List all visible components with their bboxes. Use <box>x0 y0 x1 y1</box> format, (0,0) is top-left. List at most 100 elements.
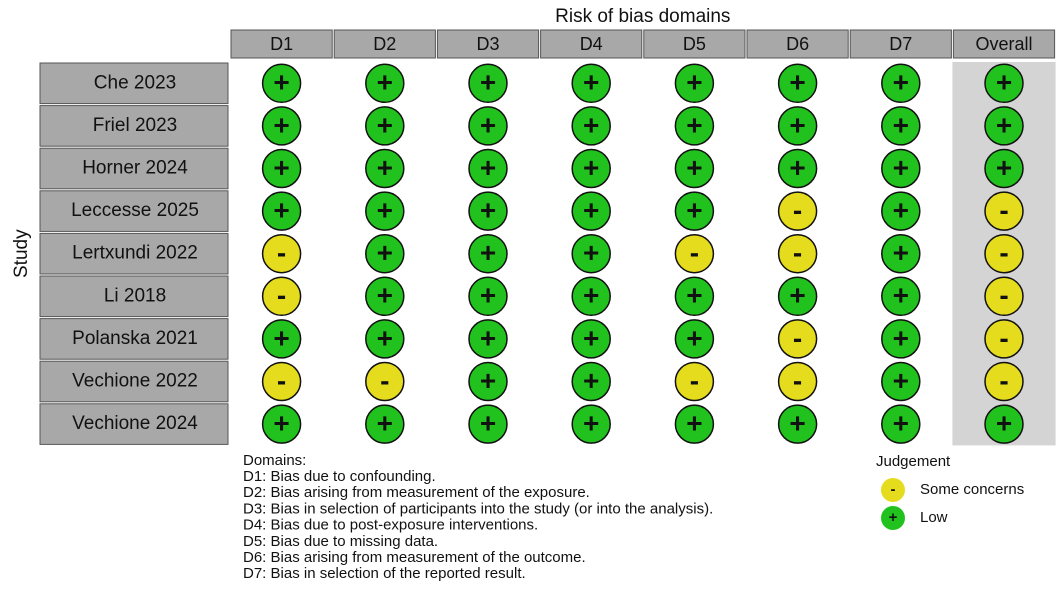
judgement-symbol: + <box>273 322 289 353</box>
column-header <box>230 29 333 59</box>
judgement-symbol: + <box>789 109 805 140</box>
study-label-box <box>39 190 229 232</box>
judgement-circle <box>777 233 818 274</box>
column-header <box>849 29 952 59</box>
judgement-symbol: + <box>893 280 909 311</box>
judgement-symbol: + <box>789 407 805 438</box>
judgement-symbol: - <box>999 322 1008 353</box>
judgement-symbol: + <box>893 365 909 396</box>
judgement-symbol: + <box>480 109 496 140</box>
study-label: Leccesse 2025 <box>71 200 199 221</box>
legend-label: Low <box>920 509 948 526</box>
judgement-symbol: + <box>480 237 496 268</box>
judgement-circle <box>468 63 508 104</box>
legend-label: Some concerns <box>920 481 1024 498</box>
judgement-symbol: + <box>996 109 1012 140</box>
judgement-symbol: - <box>999 237 1008 268</box>
judgement-circle <box>777 404 818 444</box>
study-label: Vechione 2024 <box>72 413 198 434</box>
judgement-symbol: + <box>686 152 702 183</box>
judgement-symbol: + <box>893 194 909 225</box>
judgement-circle <box>777 63 818 104</box>
column-header-label: D5 <box>683 34 706 54</box>
judgement-circle <box>468 361 508 402</box>
judgement-symbol: + <box>377 407 393 438</box>
judgement-circle <box>571 191 611 231</box>
judgement-circle <box>468 276 508 317</box>
judgement-symbol: + <box>996 152 1012 183</box>
judgement-circle <box>674 361 715 402</box>
judgement-circle <box>881 63 921 104</box>
judgement-circle <box>468 191 508 231</box>
judgement-symbol: + <box>893 237 909 268</box>
judgement-circle <box>674 191 715 231</box>
judgement-circle <box>571 361 611 402</box>
judgement-circle <box>571 276 611 317</box>
judgement-circle <box>468 233 508 274</box>
judgement-circle <box>984 63 1024 104</box>
column-header <box>333 29 436 59</box>
judgement-symbol: + <box>893 322 909 353</box>
judgement-symbol: + <box>377 322 393 353</box>
judgement-circle <box>468 404 508 444</box>
judgement-symbol: + <box>377 152 393 183</box>
judgement-circle <box>365 191 405 231</box>
judgement-symbol: + <box>789 67 805 98</box>
judgement-symbol: + <box>480 67 496 98</box>
judgement-symbol: + <box>480 194 496 225</box>
domain-description: D3: Bias in selection of participants in… <box>243 500 713 517</box>
judgement-circle <box>984 106 1024 146</box>
judgement-symbol: + <box>480 407 496 438</box>
judgement-symbol: + <box>583 67 599 98</box>
judgement-circle <box>984 148 1024 189</box>
judgement-circle <box>261 106 302 146</box>
judgement-circle <box>881 233 921 274</box>
domain-description: D6: Bias arising from measurement of the… <box>243 549 586 566</box>
judgement-circle <box>571 319 611 359</box>
study-label: Li 2018 <box>104 285 166 306</box>
judgement-circle <box>674 404 715 444</box>
judgement-circle <box>984 361 1024 402</box>
judgement-symbol: - <box>793 365 802 396</box>
judgement-circle <box>777 191 818 231</box>
domains-title: Domains: <box>243 452 306 469</box>
judgement-symbol: + <box>583 280 599 311</box>
judgement-circle <box>571 233 611 274</box>
judgement-circle <box>571 106 611 146</box>
judgement-circle <box>365 361 405 402</box>
judgement-circle <box>881 276 921 317</box>
column-header <box>643 29 746 59</box>
study-label: Lertxundi 2022 <box>72 243 198 264</box>
judgement-circle <box>881 361 921 402</box>
judgement-circle <box>261 148 302 189</box>
judgement-circle <box>674 148 715 189</box>
judgement-symbol: + <box>480 365 496 396</box>
domain-description: D7: Bias in selection of the reported re… <box>243 565 526 582</box>
judgement-symbol: + <box>686 322 702 353</box>
plot-title: Risk of bias domains <box>555 6 730 27</box>
judgement-circle <box>674 106 715 146</box>
study-label-box <box>39 403 229 445</box>
judgement-circle <box>365 148 405 189</box>
judgement-symbol: - <box>793 322 802 353</box>
judgement-symbol: - <box>277 365 286 396</box>
study-label: Vechione 2022 <box>72 371 198 392</box>
study-label-box <box>39 232 229 275</box>
judgement-symbol: + <box>583 194 599 225</box>
judgement-circle <box>468 319 508 359</box>
judgement-symbol: + <box>996 407 1012 438</box>
judgement-symbol: + <box>583 152 599 183</box>
judgement-circle <box>674 233 715 274</box>
judgement-symbol: + <box>377 237 393 268</box>
judgement-circle <box>984 191 1024 231</box>
judgement-circle <box>777 361 818 402</box>
judgement-circle <box>674 63 715 104</box>
judgement-symbol: + <box>789 280 805 311</box>
column-header-label: D3 <box>476 34 499 54</box>
judgement-symbol: + <box>377 280 393 311</box>
judgement-symbol: + <box>996 67 1012 98</box>
judgement-circle <box>984 404 1024 444</box>
column-header <box>952 29 1056 59</box>
column-header-label: Overall <box>975 34 1032 54</box>
